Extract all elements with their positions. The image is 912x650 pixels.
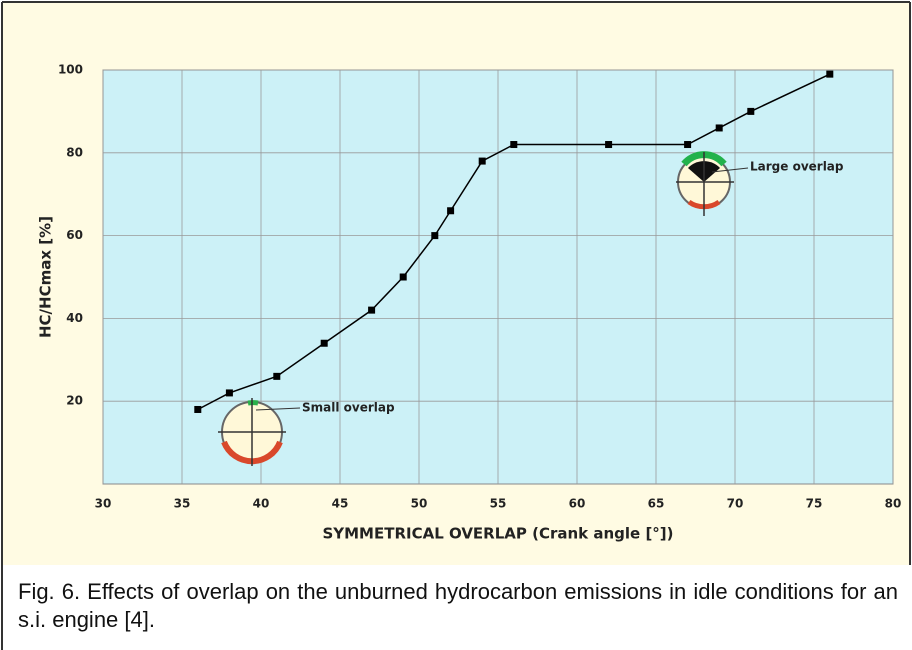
x-tick-label: 60 [569,497,586,511]
y-tick-label: 100 [58,63,83,77]
x-tick-label: 70 [727,497,744,511]
data-point [273,372,281,380]
y-tick-label: 40 [66,311,83,325]
x-tick-label: 40 [253,497,270,511]
data-point [747,107,755,115]
caption: Fig. 6. Effects of overlap on the unburn… [18,579,898,632]
large-overlap-icon [676,151,749,216]
data-point [715,124,723,132]
data-point [320,339,328,347]
data-point [399,273,407,281]
x-tick-label: 30 [95,497,112,511]
x-axis-label: SYMMETRICAL OVERLAP (Crank angle [°]) [322,525,673,543]
data-point [431,232,439,240]
data-point [225,389,233,397]
x-tick-label: 75 [806,497,823,511]
x-tick-label: 50 [411,497,428,511]
x-tick-label: 55 [490,497,507,511]
x-tick-label: 80 [885,497,902,511]
data-point [447,207,455,215]
x-tick-label: 45 [332,497,349,511]
marks [194,70,834,413]
small-overlap-icon [218,398,301,466]
grid [102,69,894,484]
y-tick-label: 60 [66,228,83,242]
annotation: Small overlap [302,401,395,415]
data-point [478,157,486,165]
data-point [605,141,613,149]
annotation: Large overlap [750,160,844,174]
y-tick-label: 80 [66,145,83,159]
x-tick-label: 35 [174,497,191,511]
data-point [368,306,376,314]
y-tick-label: 20 [66,394,83,408]
data-point [826,70,834,78]
data-point [194,405,202,413]
data-point [510,141,518,149]
x-tick-label: 65 [648,497,665,511]
data-point [684,141,692,149]
y-axis-label: HC/HCmax [%] [37,216,55,338]
